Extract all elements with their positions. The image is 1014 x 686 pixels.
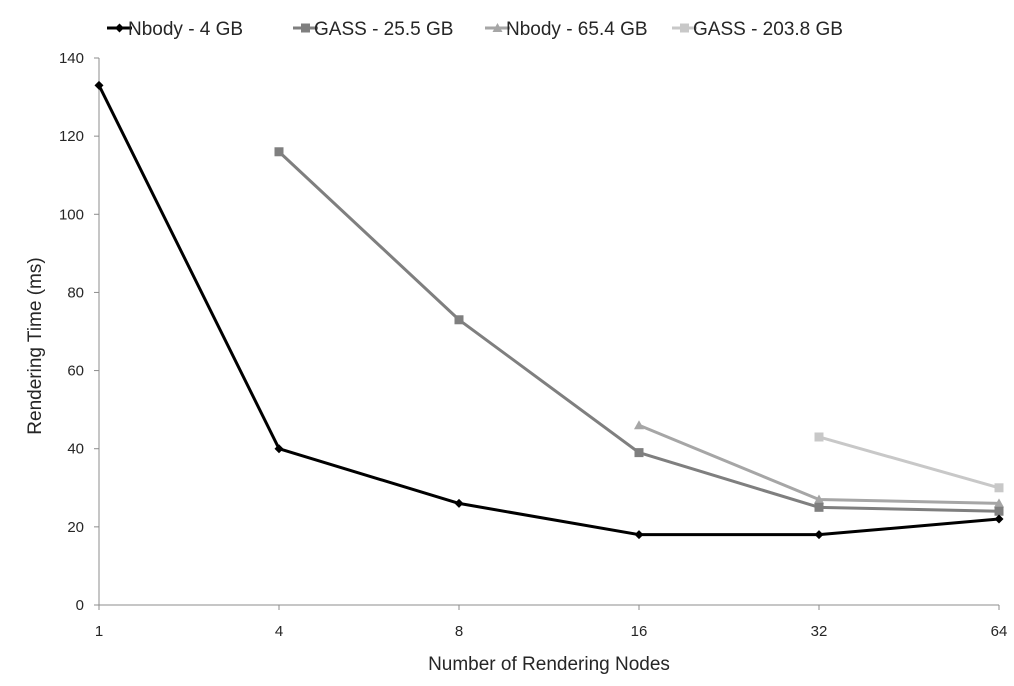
legend-label: Nbody - 65.4 GB [506, 19, 648, 40]
plot-area [94, 80, 1004, 540]
data-point [634, 530, 644, 540]
legend-label: GASS - 203.8 GB [693, 19, 843, 40]
legend: Nbody - 4 GB GASS - 25.5 GB Nbody - 65.4 G… [107, 19, 843, 40]
y-axis-title: Rendering Time (ms) [25, 257, 46, 434]
y-tick-label: 140 [59, 50, 84, 67]
y-tick-label: 120 [59, 128, 84, 145]
data-point [454, 315, 464, 325]
y-tick-label: 100 [59, 206, 84, 223]
y-tick-label: 20 [67, 519, 84, 536]
legend-item: GASS - 203.8 GB [672, 19, 843, 40]
legend-swatch-marker [492, 23, 503, 32]
x-tick-label: 64 [991, 623, 1008, 640]
legend-item: Nbody - 4 GB [107, 19, 243, 40]
data-point [814, 502, 824, 512]
data-point [454, 498, 464, 508]
x-tick-label: 16 [631, 623, 648, 640]
data-point [634, 420, 644, 430]
legend-swatch-marker [115, 23, 124, 33]
legend-swatch-marker [680, 23, 689, 33]
y-tick-label: 40 [67, 441, 84, 458]
x-tick-label: 4 [275, 623, 283, 640]
series-1 [94, 80, 1004, 540]
x-tick-label: 32 [811, 623, 828, 640]
x-axis-title: Number of Rendering Nodes [428, 654, 670, 675]
y-tick-label: 80 [67, 284, 84, 301]
data-point [814, 494, 824, 504]
x-axis: 1 4 8 16 32 64 [95, 604, 1008, 640]
series-line [97, 84, 1000, 537]
x-tick-label: 8 [455, 623, 463, 640]
legend-swatch-marker [301, 23, 310, 33]
legend-label: Nbody - 4 GB [128, 19, 243, 40]
y-tick-label: 0 [76, 597, 84, 614]
data-point [814, 432, 824, 442]
legend-item: GASS - 25.5 GB [293, 19, 453, 40]
y-tick-label: 60 [67, 363, 84, 380]
series-3 [634, 420, 1004, 508]
data-point [994, 506, 1004, 516]
x-tick-label: 1 [95, 623, 103, 640]
data-point [634, 448, 644, 458]
legend-label: GASS - 25.5 GB [314, 19, 453, 40]
data-point [94, 80, 104, 90]
series-4 [814, 432, 1004, 493]
series-line [818, 435, 1000, 490]
data-point [274, 444, 284, 454]
legend-item: Nbody - 65.4 GB [485, 19, 648, 40]
series-2 [274, 147, 1004, 516]
data-point [994, 498, 1004, 508]
data-point [994, 483, 1004, 493]
data-point [994, 514, 1004, 524]
data-point [274, 147, 284, 157]
data-point [814, 530, 824, 540]
y-axis: 0 20 40 60 80 100 120 140 [59, 50, 100, 614]
